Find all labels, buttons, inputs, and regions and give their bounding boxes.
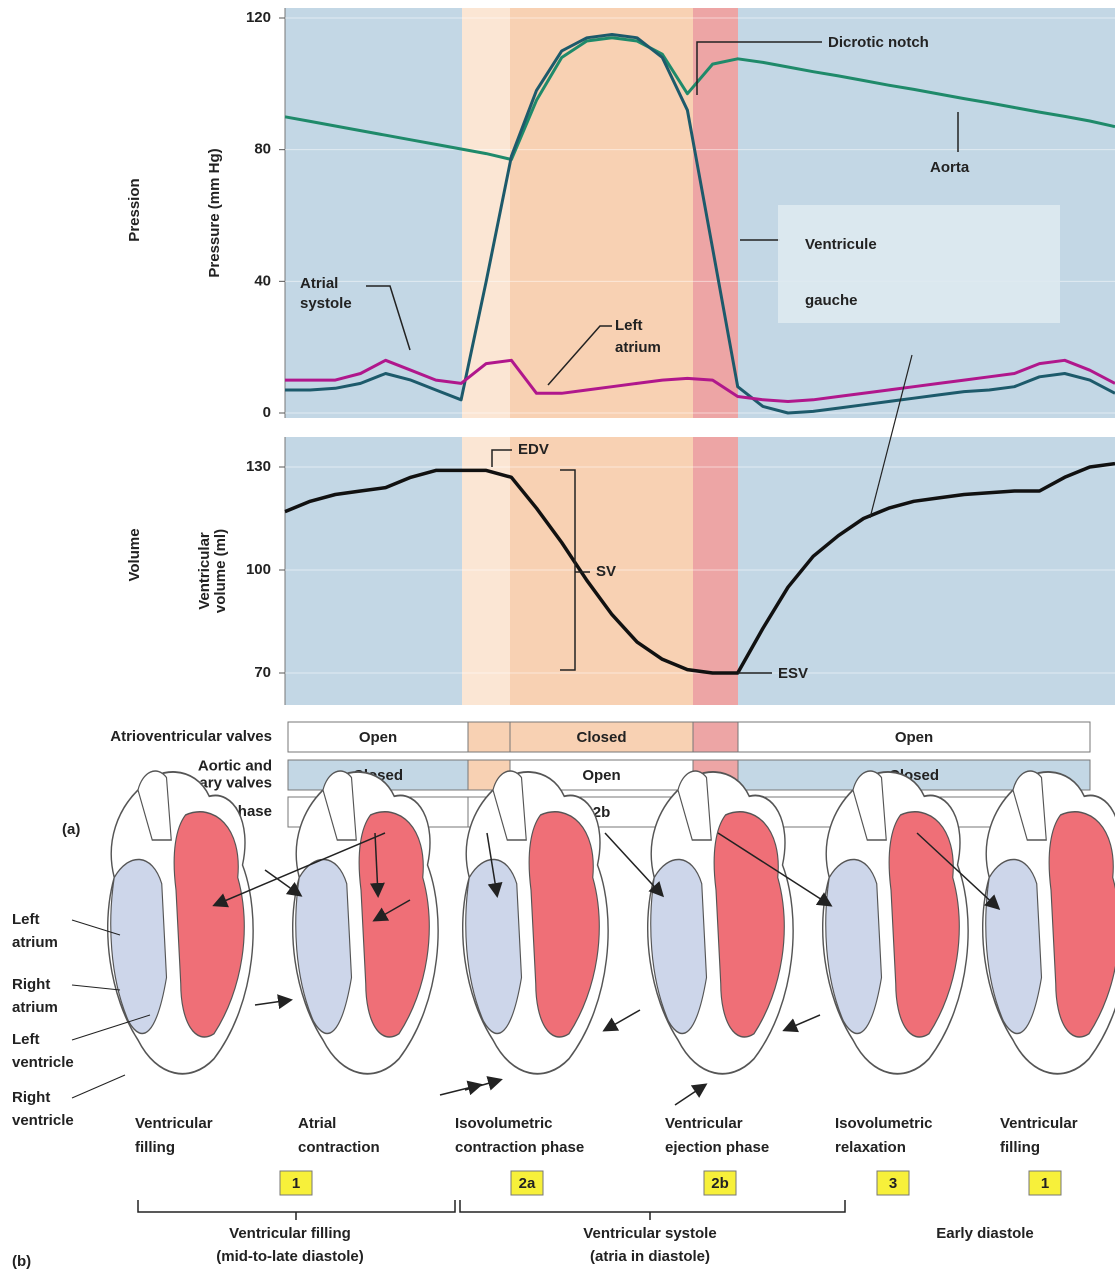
leader <box>72 1075 125 1098</box>
panel-label: (b) <box>12 1253 31 1270</box>
stage-caption: filling <box>135 1139 175 1156</box>
cell-text: Open <box>359 729 397 746</box>
annotation: Atrial <box>300 275 338 292</box>
annotation: Aorta <box>930 159 970 176</box>
arrow <box>785 1015 820 1030</box>
stage-caption: Ventricular <box>665 1115 743 1132</box>
badge-text: 3 <box>889 1175 897 1192</box>
arrow <box>465 1080 500 1090</box>
heart-illustration <box>108 771 253 1074</box>
badge-text: 2a <box>519 1175 536 1192</box>
row-label: Atrioventricular valves <box>110 728 272 745</box>
y-tick-label: 100 <box>246 561 271 578</box>
badge-text: 2b <box>711 1175 729 1192</box>
band-phase-1b <box>738 8 1115 705</box>
page: Cardiac cycle {"chart_data": [ {"type": … <box>0 0 1115 1275</box>
heart-illustration <box>648 771 793 1074</box>
y-axis-label: volume (ml) <box>212 529 229 613</box>
annotation: atrium <box>615 339 661 356</box>
anatomy-label: atrium <box>12 999 58 1016</box>
stage-caption: contraction <box>298 1139 380 1156</box>
cell-text: Closed <box>576 729 626 746</box>
panel-gap <box>285 418 1115 437</box>
annotation: Left <box>615 317 643 334</box>
table-cell <box>693 722 738 752</box>
stage-caption: Isovolumetric <box>455 1115 553 1132</box>
anatomy-label: Left <box>12 911 40 928</box>
panel-label: (a) <box>62 821 80 838</box>
y-tick-label: 70 <box>254 664 271 681</box>
annotation: systole <box>300 295 352 312</box>
anatomy-label: Right <box>12 976 50 993</box>
anatomy-label: atrium <box>12 934 58 951</box>
stage-caption: Atrial <box>298 1115 336 1132</box>
stage-caption: Ventricular <box>1000 1115 1078 1132</box>
heart-illustration <box>293 771 438 1074</box>
y-axis-label: Ventricular <box>196 532 213 610</box>
anatomy-label: ventricle <box>12 1112 74 1129</box>
anatomy-label: Left <box>12 1031 40 1048</box>
brace <box>460 1200 845 1220</box>
group-caption: Ventricular systole <box>583 1225 716 1242</box>
annotation: EDV <box>518 441 549 458</box>
stage-caption: Isovolumetric <box>835 1115 933 1132</box>
stage-caption: filling <box>1000 1139 1040 1156</box>
figure: 0 40 80 120 Pressure (mm Hg) Pression 70 100 130… <box>0 0 1115 1275</box>
annotation: ESV <box>778 665 808 682</box>
side-label: Pression <box>126 178 143 241</box>
stage-caption: ejection phase <box>665 1139 769 1156</box>
cell-text: Open <box>895 729 933 746</box>
group-caption: (atria in diastole) <box>590 1248 710 1265</box>
stage-caption: contraction phase <box>455 1139 584 1156</box>
row-label: Aortic and <box>198 757 272 774</box>
arrow <box>675 1085 705 1105</box>
phase-bands <box>285 8 1115 705</box>
callout-text: gauche <box>805 292 858 309</box>
stage-caption: relaxation <box>835 1139 906 1156</box>
arrow <box>440 1085 480 1095</box>
y-tick-label: 0 <box>263 404 271 421</box>
group-caption: Ventricular filling <box>229 1225 351 1242</box>
y-tick-label: 40 <box>254 272 271 289</box>
callout-text: Ventricule <box>805 236 877 253</box>
heart-illustration <box>823 771 968 1074</box>
heart-illustration <box>983 771 1115 1074</box>
anatomy-label: ventricle <box>12 1054 74 1071</box>
anatomy-label: Right <box>12 1089 50 1106</box>
group-caption: Early diastole <box>936 1225 1034 1242</box>
cell-text: Open <box>582 767 620 784</box>
side-label: Volume <box>126 528 143 581</box>
y-tick-label: 80 <box>254 141 271 158</box>
arrow <box>605 1010 640 1030</box>
annotation: SV <box>596 563 616 580</box>
y-tick-label: 130 <box>246 458 271 475</box>
body: 0 40 80 120 Pressure (mm Hg) Pression 70 100 130… <box>0 0 1115 1275</box>
heart-illustration <box>463 771 608 1074</box>
badge-text: 1 <box>1041 1175 1049 1192</box>
arrow <box>255 1000 290 1005</box>
y-tick-label: 120 <box>246 9 271 26</box>
group-caption: (mid-to-late diastole) <box>216 1248 364 1265</box>
y-axis-label: Pressure (mm Hg) <box>206 148 223 277</box>
stage-caption: Ventricular <box>135 1115 213 1132</box>
brace <box>138 1200 455 1220</box>
leader <box>72 985 120 990</box>
table-cell <box>468 722 510 752</box>
band-phase-1 <box>285 8 462 705</box>
badge-text: 1 <box>292 1175 300 1192</box>
annotation: Dicrotic notch <box>828 34 929 51</box>
arrow <box>265 870 300 895</box>
